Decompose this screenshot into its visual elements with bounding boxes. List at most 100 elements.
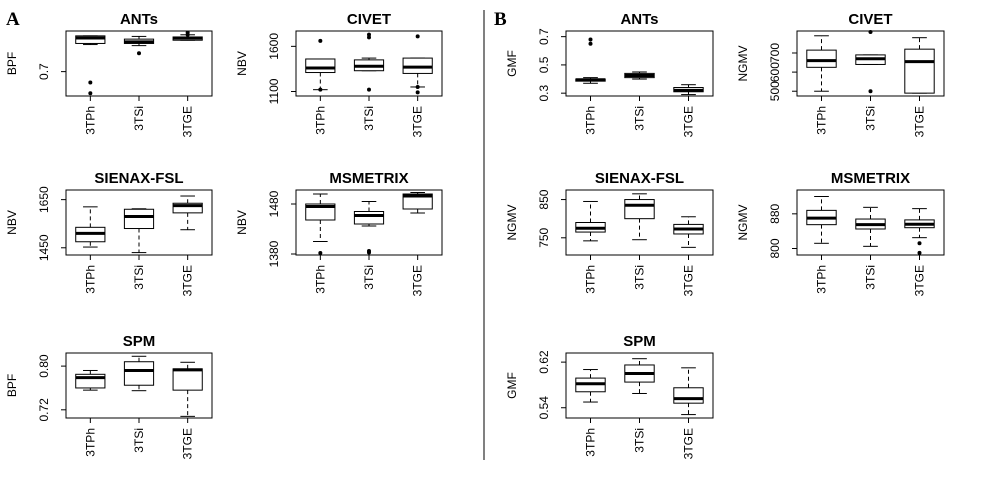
x-category-label: 3TGE [913, 265, 927, 296]
outlier-point [917, 241, 922, 246]
iqr-box [624, 199, 655, 220]
box-3tge [172, 195, 203, 231]
x-category-label: 3TPh [584, 428, 598, 457]
x-category-label: 3TPh [313, 265, 327, 294]
outlier-point [318, 251, 323, 255]
outlier-point [415, 84, 420, 89]
y-tick-label: 0.62 [537, 350, 551, 374]
box-3tsi [353, 201, 385, 255]
x-category-label: 3TSi [633, 265, 647, 290]
outlier-point [367, 87, 371, 92]
box-3tph [806, 35, 837, 92]
outlier-point [367, 32, 371, 37]
outlier-point [588, 37, 593, 42]
subplot-b-sienax-fsl: SIENAX-FSL NGMV 750 850 3TPh 3TSi 3TGE [505, 170, 714, 296]
x-category-label: 3TGE [913, 106, 927, 137]
outlier-point [415, 90, 420, 95]
y-axis-label: NBV [235, 210, 249, 235]
box-3tge [172, 30, 203, 41]
box-3tsi [624, 193, 655, 241]
x-category-label: 3TPh [584, 106, 598, 135]
x-category-label: 3TSi [864, 265, 878, 290]
box-3tge [402, 192, 433, 214]
iqr-box [904, 48, 935, 94]
chart-title: ANTs [620, 11, 658, 28]
x-category-label: 3TPh [815, 106, 829, 135]
box-3tge [673, 216, 704, 248]
iqr-box [172, 368, 203, 391]
subplot-a-msmetrix: MSMETRIX NBV 1380 1480 3TPh 3TSi 3TGE [235, 170, 443, 296]
x-category-label: 3TGE [181, 265, 195, 296]
y-tick-label: 750 [537, 227, 551, 247]
y-tick-label: 0.54 [537, 396, 551, 420]
box-3tph [305, 193, 336, 255]
outlier-point [137, 51, 141, 56]
y-tick-label: 700 [768, 43, 782, 63]
outlier-point [868, 89, 873, 94]
y-tick-label: 880 [768, 204, 782, 224]
x-category-label: 3TGE [682, 428, 696, 459]
panel-letter-b: B [494, 9, 507, 30]
plots-container: ANTs BPF 0.7 3TPh 3TSi 3TGE CIVET NBV 1100 1600 3T… [5, 11, 945, 459]
x-category-label: 3TSi [362, 265, 376, 290]
x-category-label: 3TSi [132, 265, 146, 290]
y-axis-label: BPF [5, 374, 19, 397]
subplot-a-civet: CIVET NBV 1100 1600 3TPh 3TSi 3TGE [235, 11, 443, 137]
box-3tph [575, 369, 606, 403]
y-tick-label: 1450 [37, 234, 51, 261]
chart-title: MSMETRIX [831, 170, 910, 187]
x-category-label: 3TSi [132, 106, 146, 131]
iqr-box [673, 387, 704, 404]
subplot-b-msmetrix: MSMETRIX NGMV 800 880 3TPh 3TSi 3TGE [736, 170, 945, 296]
box-3tsi [624, 71, 655, 80]
y-tick-label: 1100 [267, 78, 281, 104]
box-3tge [172, 361, 203, 417]
iqr-box [353, 211, 385, 225]
y-tick-label: 850 [537, 189, 551, 209]
y-tick-label: 0.5 [537, 56, 551, 73]
box-3tsi [123, 355, 155, 392]
iqr-box [402, 193, 433, 210]
y-tick-label: 0.7 [37, 63, 51, 80]
iqr-box [123, 361, 155, 386]
x-category-label: 3TSi [362, 106, 376, 131]
y-tick-label: 1650 [37, 186, 51, 213]
x-category-label: 3TPh [815, 265, 829, 294]
x-category-label: 3TPh [83, 428, 97, 457]
outlier-point [88, 80, 93, 85]
iqr-box [123, 208, 155, 230]
box-3tsi [123, 35, 155, 56]
y-axis-label: NGMV [505, 205, 519, 241]
box-3tph [75, 206, 106, 248]
outlier-point [367, 249, 371, 253]
chart-title: SPM [123, 333, 156, 350]
outlier-point [318, 87, 323, 92]
box-3tge [904, 37, 935, 94]
box-3tph [75, 35, 106, 96]
x-category-label: 3TGE [411, 265, 425, 296]
x-category-label: 3TGE [682, 265, 696, 296]
box-3tsi [855, 206, 886, 247]
plot-frame [565, 30, 714, 97]
box-3tph [806, 196, 837, 244]
box-3tph [575, 200, 606, 242]
iqr-box [172, 202, 203, 214]
subplot-a-sienax-fsl: SIENAX-FSL NBV 1450 1650 3TPh 3TSi 3TGE [5, 170, 213, 296]
x-category-label: 3TSi [132, 428, 146, 453]
subplot-a-ants: ANTs BPF 0.7 3TPh 3TSi 3TGE [5, 11, 213, 137]
box-3tsi [123, 208, 155, 254]
x-category-label: 3TSi [864, 106, 878, 131]
subplot-b-ants: ANTs GMF 0.3 0.5 0.7 3TPh 3TSi 3TGE [505, 11, 714, 137]
box-3tge [402, 34, 433, 95]
outlier-point [318, 38, 323, 43]
chart-title: CIVET [848, 11, 892, 28]
y-axis-label: GMF [505, 372, 519, 399]
y-tick-label: 1480 [267, 190, 281, 217]
box-3tge [673, 84, 704, 96]
x-category-label: 3TGE [682, 106, 696, 137]
outlier-point [88, 91, 93, 96]
chart-title: SIENAX-FSL [94, 170, 183, 187]
chart-title: SPM [623, 333, 656, 350]
